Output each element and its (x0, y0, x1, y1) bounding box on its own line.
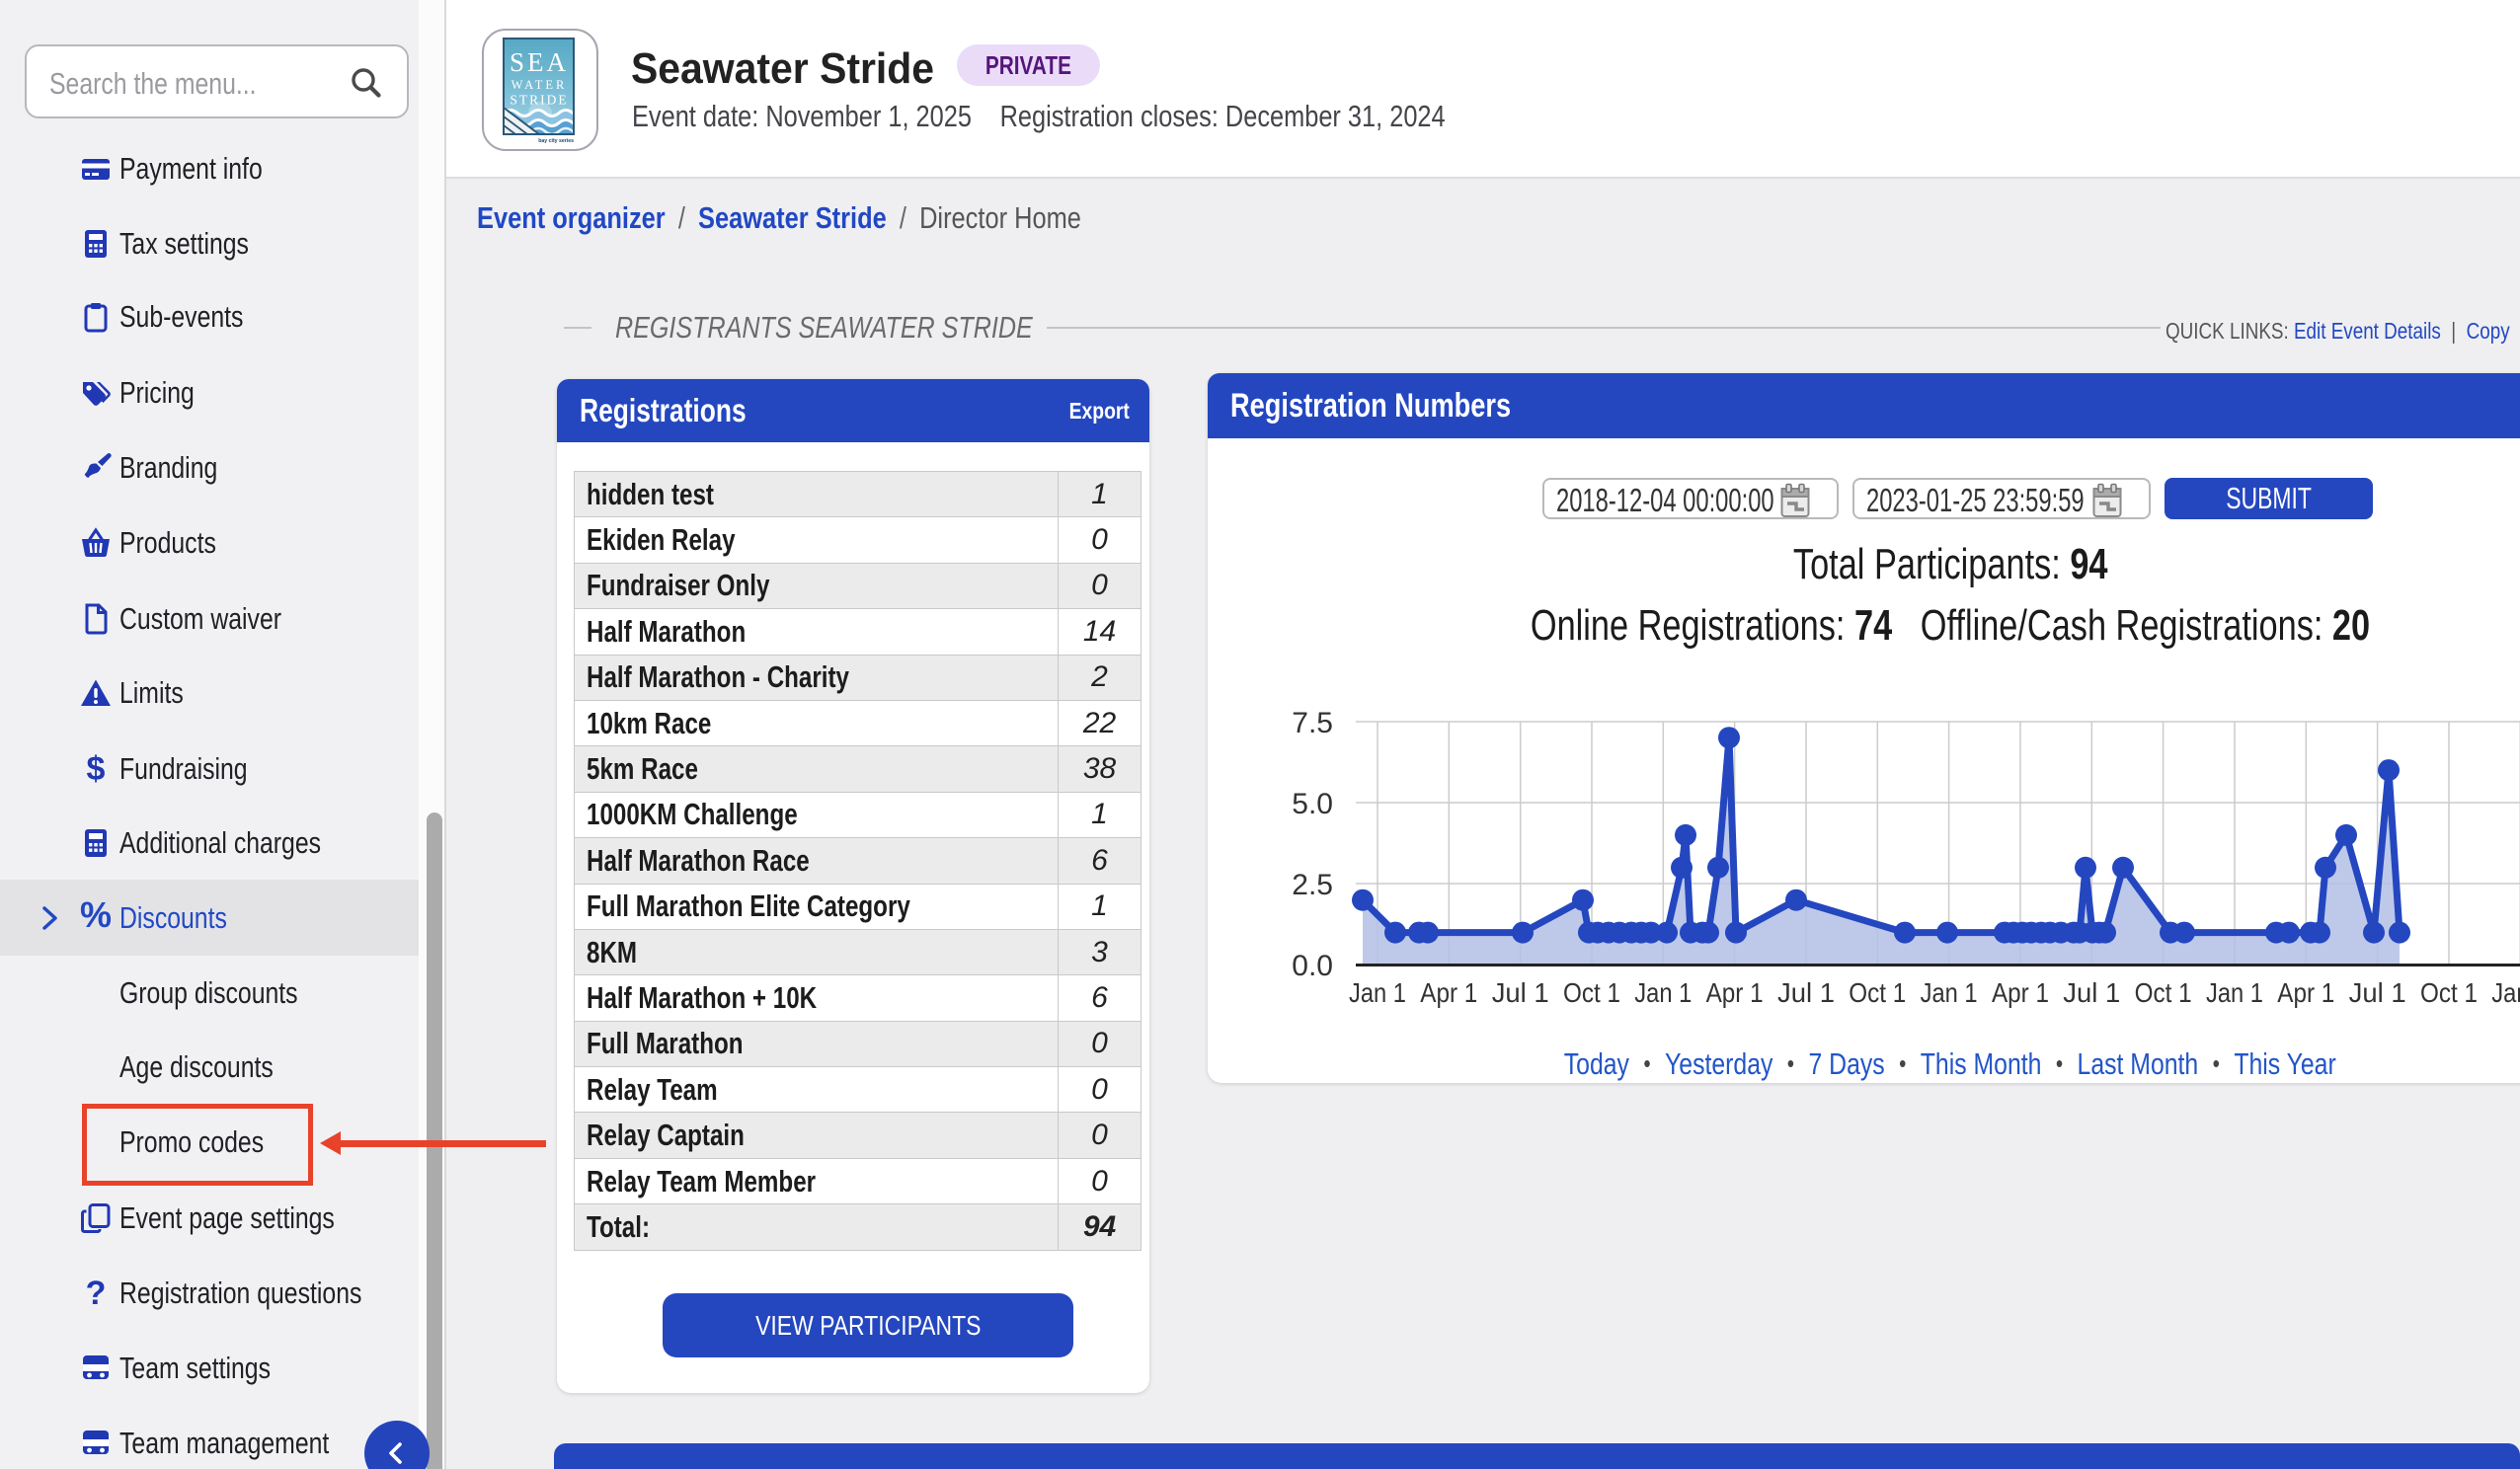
svg-text:0.0: 0.0 (1292, 950, 1333, 982)
svg-text:2.5: 2.5 (1292, 869, 1333, 901)
svg-text:5.0: 5.0 (1292, 788, 1333, 820)
svg-text:Jan 1: Jan 1 (1921, 977, 1978, 1008)
svg-text:Jul 1: Jul 1 (2349, 977, 2406, 1008)
svg-text:STRIDE: STRIDE (510, 93, 568, 108)
svg-text:Oct 1: Oct 1 (2135, 977, 2192, 1008)
svg-text:Jan 1: Jan 1 (1634, 977, 1692, 1008)
svg-text:Apr 1: Apr 1 (1992, 977, 2049, 1008)
svg-text:Jul 1: Jul 1 (1492, 977, 1549, 1008)
svg-text:Apr 1: Apr 1 (1706, 977, 1764, 1008)
svg-text:WATER: WATER (512, 78, 568, 92)
svg-text:Jan 1: Jan 1 (2491, 977, 2520, 1008)
svg-text:Oct 1: Oct 1 (1563, 977, 1620, 1008)
svg-text:Oct 1: Oct 1 (1849, 977, 1906, 1008)
svg-text:SEA: SEA (510, 47, 569, 77)
svg-text:7.5: 7.5 (1292, 707, 1333, 739)
svg-text:Jan 1: Jan 1 (2206, 977, 2263, 1008)
svg-text:Oct 1: Oct 1 (2420, 977, 2478, 1008)
svg-text:bay city series: bay city series (538, 138, 574, 144)
svg-text:Jul 1: Jul 1 (2063, 977, 2120, 1008)
svg-text:Jan 1: Jan 1 (1349, 977, 1406, 1008)
svg-text:Jul 1: Jul 1 (1777, 977, 1835, 1008)
svg-text:Apr 1: Apr 1 (1420, 977, 1477, 1008)
svg-text:Apr 1: Apr 1 (2277, 977, 2334, 1008)
